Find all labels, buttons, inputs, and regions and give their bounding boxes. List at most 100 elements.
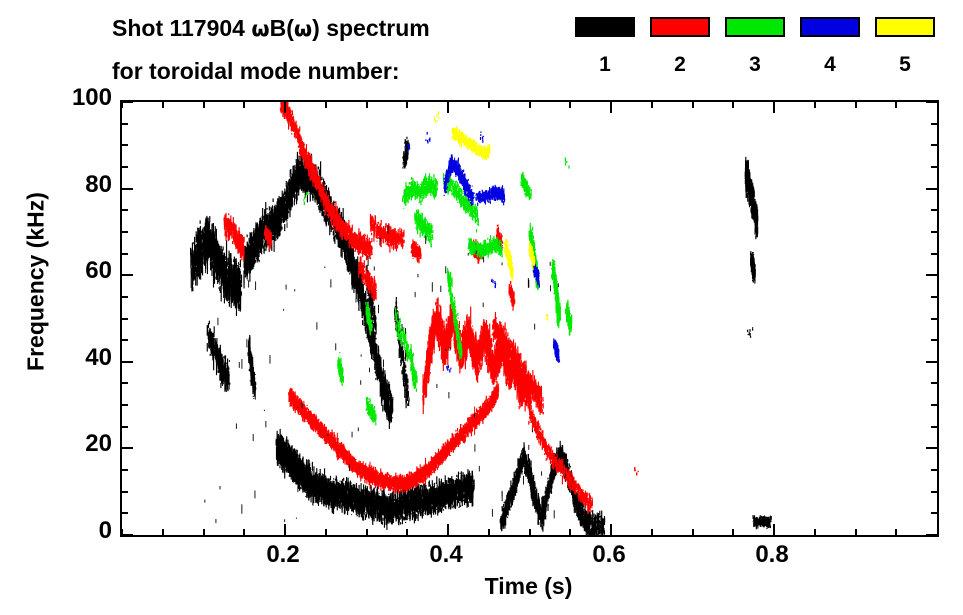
x-tick-0.00 bbox=[121, 529, 123, 535]
y-tick-0 bbox=[122, 534, 133, 536]
y-tick-right-75 bbox=[931, 209, 937, 212]
y-tick-10 bbox=[122, 490, 128, 493]
y-tick-right-100 bbox=[926, 101, 937, 103]
x-tick-top-0.75 bbox=[732, 102, 735, 108]
legend-swatch-mode-5 bbox=[875, 17, 935, 37]
title-line-2: for toroidal mode number: bbox=[112, 58, 400, 84]
y-tick-right-20 bbox=[926, 447, 937, 450]
y-tick-right-10 bbox=[931, 490, 937, 493]
legend-item-mode-1: 1 bbox=[575, 8, 639, 88]
x-tick-top-0.85 bbox=[813, 102, 816, 108]
y-axis-title: Frequency (kHz) bbox=[22, 192, 49, 371]
x-tick-0.90 bbox=[854, 529, 857, 535]
title-line-1: Shot 117904 ωB(ω) spectrum bbox=[112, 15, 430, 42]
x-tick-0.85 bbox=[813, 529, 816, 535]
x-tick-0.80 bbox=[773, 524, 775, 535]
x-tick-top-0.25 bbox=[324, 102, 327, 108]
omega-symbol-2: ω bbox=[293, 17, 313, 41]
x-tick-top-0.00 bbox=[121, 102, 123, 108]
x-tick-top-0.55 bbox=[569, 102, 572, 108]
x-tick-0.40 bbox=[447, 524, 449, 535]
legend-label-mode-1: 1 bbox=[599, 53, 611, 76]
y-tick-65 bbox=[122, 252, 128, 255]
legend-swatch-mode-2 bbox=[650, 17, 710, 37]
x-tick-top-0.20 bbox=[284, 102, 286, 113]
title-b-open: B( bbox=[269, 15, 294, 41]
x-tick-0.15 bbox=[243, 529, 246, 535]
legend-item-mode-3: 3 bbox=[725, 8, 789, 88]
y-tick-right-15 bbox=[931, 469, 937, 472]
y-tick-85 bbox=[122, 165, 128, 168]
x-tick-top-0.90 bbox=[854, 102, 857, 108]
x-tick-top-0.80 bbox=[773, 102, 775, 113]
legend: 1 2 3 4 5 bbox=[575, 8, 955, 92]
y-tick-right-40 bbox=[926, 360, 937, 363]
x-tick-0.60 bbox=[610, 524, 612, 535]
x-tick-top-0.50 bbox=[528, 102, 531, 108]
y-tick-right-45 bbox=[931, 339, 937, 342]
y-tick-right-50 bbox=[931, 317, 937, 320]
y-tick-right-35 bbox=[931, 382, 937, 385]
y-tick-15 bbox=[122, 469, 128, 472]
legend-swatch-mode-3 bbox=[725, 17, 785, 37]
y-tick-95 bbox=[122, 122, 128, 125]
x-tick-top-0.45 bbox=[487, 102, 490, 108]
y-tick-right-5 bbox=[931, 512, 937, 515]
y-tick-label-0: 0 bbox=[98, 517, 112, 544]
y-tick-50 bbox=[122, 317, 128, 320]
y-tick-75 bbox=[122, 209, 128, 212]
x-tick-0.55 bbox=[569, 529, 572, 535]
y-tick-55 bbox=[122, 295, 128, 298]
y-tick-label-60: 60 bbox=[85, 257, 112, 285]
legend-item-mode-5: 5 bbox=[875, 8, 939, 88]
x-tick-0.05 bbox=[161, 529, 164, 535]
y-tick-25 bbox=[122, 425, 128, 428]
y-tick-80 bbox=[122, 187, 133, 190]
legend-swatch-mode-1 bbox=[575, 17, 635, 37]
y-tick-label-100: 100 bbox=[71, 84, 112, 111]
x-tick-label-0.2: 0.2 bbox=[266, 541, 300, 568]
x-tick-0.95 bbox=[895, 529, 898, 535]
x-tick-top-0.95 bbox=[895, 102, 898, 108]
y-tick-20 bbox=[122, 447, 133, 450]
legend-label-mode-3: 3 bbox=[749, 53, 761, 76]
y-tick-right-95 bbox=[931, 122, 937, 125]
y-tick-90 bbox=[122, 144, 128, 147]
y-tick-label-80: 80 bbox=[85, 170, 112, 198]
legend-item-mode-2: 2 bbox=[650, 8, 714, 88]
x-tick-0.25 bbox=[324, 529, 327, 535]
x-tick-0.50 bbox=[528, 529, 531, 535]
y-axis-tick-labels: 0 20 40 60 80 100 bbox=[44, 84, 112, 544]
legend-label-mode-2: 2 bbox=[674, 53, 686, 76]
x-tick-0.75 bbox=[732, 529, 735, 535]
x-tick-top-0.40 bbox=[447, 102, 449, 113]
legend-label-mode-4: 4 bbox=[824, 53, 836, 76]
x-tick-0.45 bbox=[487, 529, 490, 535]
y-tick-right-60 bbox=[926, 274, 937, 277]
y-tick-right-25 bbox=[931, 425, 937, 428]
y-tick-right-90 bbox=[931, 144, 937, 147]
y-tick-45 bbox=[122, 339, 128, 342]
y-tick-right-0 bbox=[926, 534, 937, 536]
y-tick-60 bbox=[122, 274, 133, 277]
x-tick-0.20 bbox=[284, 524, 286, 535]
x-tick-top-0.70 bbox=[691, 102, 694, 108]
title-spectrum-text: ) spectrum bbox=[312, 15, 430, 41]
y-tick-40 bbox=[122, 360, 133, 363]
x-tick-0.10 bbox=[202, 529, 205, 535]
title-shot-text: Shot 117904 bbox=[112, 15, 252, 41]
y-tick-100 bbox=[122, 101, 133, 103]
x-tick-label-0.6: 0.6 bbox=[592, 541, 626, 568]
x-tick-label-0.8: 0.8 bbox=[755, 541, 789, 568]
x-tick-top-0.15 bbox=[243, 102, 246, 108]
plot-area bbox=[120, 100, 939, 537]
y-tick-70 bbox=[122, 230, 128, 233]
omega-symbol-1: ω bbox=[251, 17, 270, 41]
x-tick-label-0.4: 0.4 bbox=[429, 541, 463, 568]
x-axis-tick-labels: 0.2 0.4 0.6 0.8 bbox=[120, 541, 939, 573]
figure-title: Shot 117904 ωB(ω) spectrum for toroidal … bbox=[0, 8, 963, 92]
y-tick-right-80 bbox=[926, 187, 937, 190]
legend-label-mode-5: 5 bbox=[899, 53, 911, 76]
x-tick-top-0.60 bbox=[610, 102, 612, 113]
